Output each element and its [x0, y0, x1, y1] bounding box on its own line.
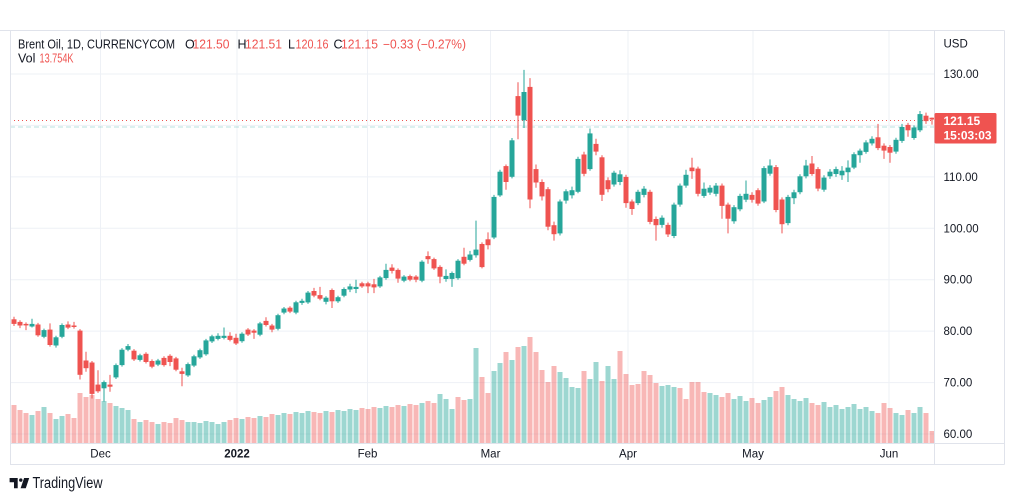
- svg-text:70.00: 70.00: [944, 378, 973, 390]
- svg-text:15:03:03: 15:03:03: [944, 129, 992, 143]
- svg-text:H: H: [238, 38, 247, 52]
- svg-text:80.00: 80.00: [944, 326, 973, 338]
- svg-text:60.00: 60.00: [944, 429, 973, 441]
- svg-text:Mar: Mar: [481, 449, 501, 461]
- svg-text:Brent Oil, 1D, CURRENCYCOM: Brent Oil, 1D, CURRENCYCOM: [18, 38, 175, 52]
- svg-text:120.16: 120.16: [296, 38, 329, 52]
- svg-text:TradingView: TradingView: [33, 475, 104, 492]
- svg-text:121.50: 121.50: [193, 38, 230, 52]
- svg-text:C: C: [334, 38, 343, 52]
- svg-text:121.15: 121.15: [341, 38, 378, 52]
- svg-text:Feb: Feb: [358, 449, 378, 461]
- svg-text:2022: 2022: [224, 449, 250, 461]
- svg-text:110.00: 110.00: [944, 172, 978, 184]
- svg-text:90.00: 90.00: [944, 275, 973, 287]
- svg-text:Dec: Dec: [90, 449, 111, 461]
- svg-text:121.15: 121.15: [944, 114, 981, 128]
- svg-text:Apr: Apr: [619, 449, 637, 461]
- svg-text:O: O: [185, 38, 195, 52]
- svg-text:Jun: Jun: [880, 449, 899, 461]
- svg-text:L: L: [288, 38, 295, 52]
- svg-text:May: May: [742, 449, 764, 461]
- svg-text:Vol: Vol: [18, 52, 35, 66]
- svg-text:100.00: 100.00: [944, 223, 979, 235]
- svg-text:13.754K: 13.754K: [40, 52, 74, 66]
- svg-text:USD: USD: [944, 39, 968, 51]
- svg-text:121.51: 121.51: [245, 38, 282, 52]
- svg-text:−0.33 (−0.27%): −0.33 (−0.27%): [383, 38, 466, 52]
- svg-text:130.00: 130.00: [944, 69, 979, 81]
